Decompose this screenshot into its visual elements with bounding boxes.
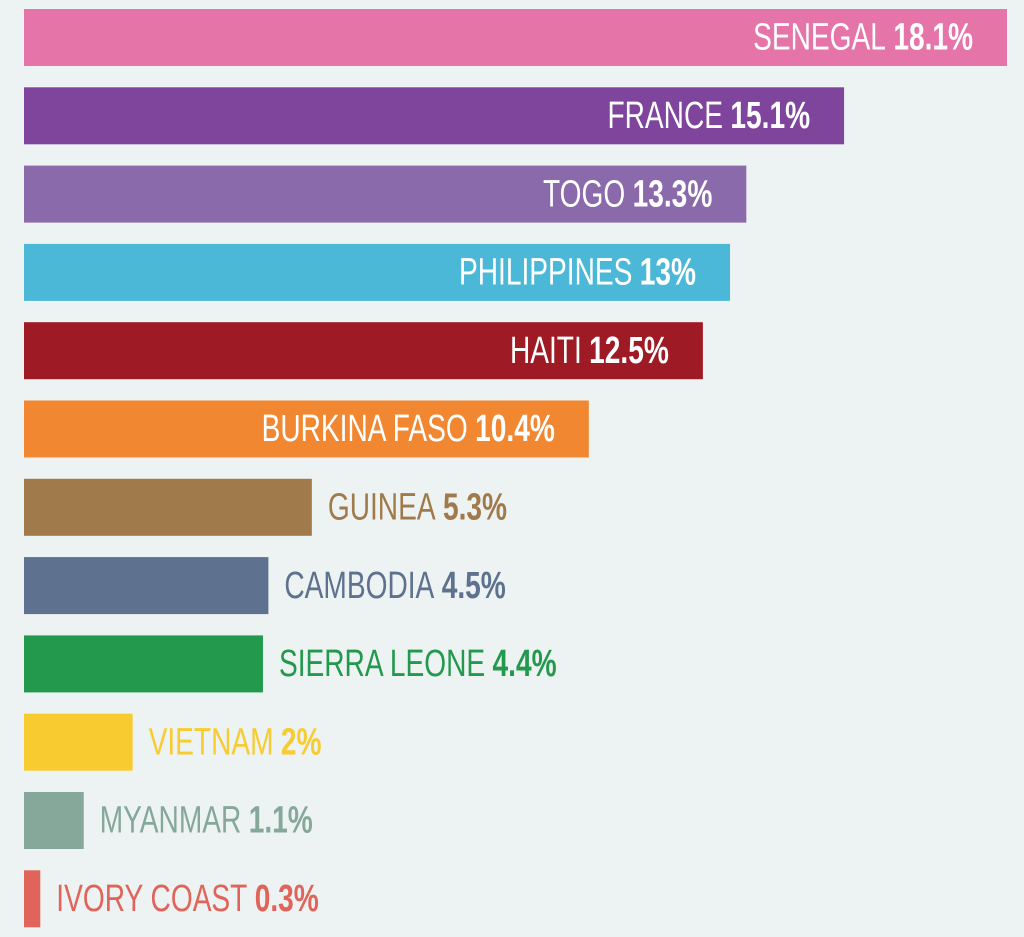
value-label: 5.3% bbox=[443, 486, 507, 528]
category-label: GUINEA bbox=[328, 486, 436, 528]
bar-label: TOGO 13.3% bbox=[543, 173, 712, 215]
bar-label-group: CAMBODIA 4.5% bbox=[284, 565, 505, 607]
bar bbox=[24, 9, 1007, 66]
category-label: TOGO bbox=[543, 173, 625, 215]
bar bbox=[24, 478, 312, 536]
bar-label: SENEGAL 18.1% bbox=[753, 17, 973, 59]
value-label: 2% bbox=[281, 721, 322, 763]
bar-label-group: IVORY COAST 0.3% bbox=[56, 878, 319, 920]
bar bbox=[24, 322, 703, 380]
bar-label-group: FRANCE 15.1% bbox=[607, 95, 810, 137]
bar bbox=[24, 792, 84, 849]
bar-label-group: SIERRA LEONE 4.4% bbox=[279, 643, 557, 685]
bar-label-group: PHILIPPINES 13% bbox=[459, 251, 696, 293]
bar-label: GUINEA 5.3% bbox=[328, 486, 507, 528]
bar-label-group: MYANMAR 1.1% bbox=[100, 800, 313, 842]
category-label: HAITI bbox=[510, 330, 582, 372]
bar bbox=[24, 87, 845, 145]
category-label: SENEGAL bbox=[753, 17, 886, 59]
bar-label-group: TOGO 13.3% bbox=[543, 173, 712, 215]
bar bbox=[24, 635, 263, 693]
value-label: 15.1% bbox=[730, 95, 810, 137]
bar-label-group: BURKINA FASO 10.4% bbox=[262, 408, 555, 450]
bar bbox=[24, 400, 589, 458]
bar-label-group: SENEGAL 18.1% bbox=[753, 17, 973, 59]
category-label: CAMBODIA bbox=[284, 565, 435, 607]
bar-label: FRANCE 15.1% bbox=[607, 95, 810, 137]
value-label: 4.4% bbox=[493, 643, 557, 685]
bar-label: BURKINA FASO 10.4% bbox=[262, 408, 555, 450]
value-label: 13.3% bbox=[633, 173, 713, 215]
value-label: 12.5% bbox=[589, 330, 669, 372]
category-label: IVORY COAST bbox=[56, 878, 247, 920]
category-label: SIERRA LEONE bbox=[279, 643, 485, 685]
category-label: PHILIPPINES bbox=[459, 251, 632, 293]
category-label: BURKINA FASO bbox=[262, 408, 468, 450]
bar bbox=[24, 243, 731, 301]
bar bbox=[24, 713, 133, 771]
bar-label: SIERRA LEONE 4.4% bbox=[279, 643, 557, 685]
value-label: 4.5% bbox=[442, 565, 506, 607]
category-label: MYANMAR bbox=[100, 800, 242, 842]
bar-label: CAMBODIA 4.5% bbox=[284, 565, 505, 607]
value-label: 13% bbox=[640, 251, 696, 293]
bar-label: IVORY COAST 0.3% bbox=[56, 878, 319, 920]
value-label: 0.3% bbox=[255, 878, 319, 920]
bar-label: VIETNAM 2% bbox=[149, 721, 322, 763]
bar-label: HAITI 12.5% bbox=[510, 330, 669, 372]
category-label: FRANCE bbox=[607, 95, 723, 137]
bar-label-group: GUINEA 5.3% bbox=[328, 486, 507, 528]
bar-label: PHILIPPINES 13% bbox=[459, 251, 696, 293]
category-label: VIETNAM bbox=[149, 721, 274, 763]
bar-label-group: HAITI 12.5% bbox=[510, 330, 669, 372]
value-label: 10.4% bbox=[475, 408, 555, 450]
bar bbox=[24, 557, 269, 615]
bar-label: MYANMAR 1.1% bbox=[100, 800, 313, 842]
bar-label-group: VIETNAM 2% bbox=[149, 721, 322, 763]
bar bbox=[24, 870, 41, 928]
bar bbox=[24, 165, 747, 223]
value-label: 1.1% bbox=[249, 800, 313, 842]
value-label: 18.1% bbox=[893, 17, 973, 59]
